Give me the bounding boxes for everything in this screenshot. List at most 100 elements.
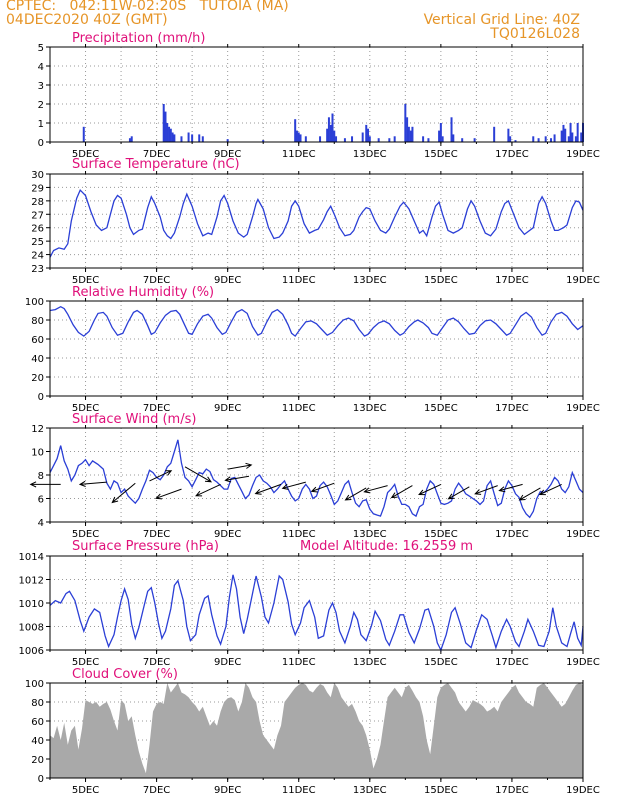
precip-bar [295, 130, 298, 142]
x-tick-label: 9DEC [214, 403, 241, 414]
precip-bar [82, 126, 85, 142]
x-tick-label: 9DEC [214, 149, 241, 160]
y-tick-label: 2 [38, 100, 44, 111]
precip-bar [164, 111, 167, 142]
pressure-annotation: Model Altitude: 16.2559 m [300, 539, 473, 554]
pressure-title: Surface Pressure (hPa) [72, 539, 219, 554]
x-tick-label: 7DEC [143, 529, 170, 540]
precip-bar [335, 136, 338, 142]
precip-bar [333, 130, 336, 142]
y-tick-label: 28 [31, 197, 44, 208]
header-datetime: 04DEC2020 40Z (GMT) [6, 12, 168, 28]
precip-bar [294, 119, 297, 142]
x-tick-label: 15DEC [424, 529, 458, 540]
precip-bar [473, 138, 476, 142]
cloud-cover-area [50, 683, 583, 778]
x-tick-label: 9DEC [214, 657, 241, 668]
header-grid-note: Vertical Grid Line: 40Z [423, 12, 580, 28]
wind-vector-arrow [78, 480, 107, 487]
y-tick-label: 26 [31, 224, 44, 235]
x-tick-label: 13DEC [353, 529, 387, 540]
precip-bar [226, 139, 229, 142]
y-tick-label: 30 [31, 170, 44, 181]
precip-bar [171, 132, 174, 142]
precip-frame [49, 46, 584, 143]
x-tick-label: 11DEC [282, 403, 316, 414]
wind-vector-arrow [155, 488, 182, 500]
x-tick-label: 11DEC [282, 657, 316, 668]
y-tick-label: 1014 [19, 552, 44, 563]
rh-panel: 0 20 40 60 80 100 5DEC 7DEC 9DEC 11DEC 13DEC 15DEC 1… [25, 285, 600, 414]
precip-bar [329, 124, 332, 142]
cloud-title: Cloud Cover (%) [72, 667, 178, 682]
precip-bar [452, 134, 455, 142]
pressure-frame [49, 555, 584, 651]
y-tick-label: 20 [31, 755, 44, 766]
x-tick-label: 19DEC [566, 529, 600, 540]
y-tick-label: 0 [38, 392, 44, 403]
precip-bar [162, 104, 165, 142]
cloud-panel: 0 20 40 60 80 100 5DEC 7DEC 9DEC 11DEC 13DEC 15DEC 1… [25, 667, 600, 796]
x-tick-label: 11DEC [282, 275, 316, 286]
rh-title: Relative Humidity (%) [72, 285, 214, 300]
precip-bar [422, 136, 425, 142]
y-tick-label: 24 [31, 251, 44, 262]
precip-bar [130, 136, 133, 142]
wind-frame [49, 427, 584, 523]
y-tick-label: 60 [31, 335, 44, 346]
x-tick-label: 17DEC [495, 529, 529, 540]
precip-bar [532, 136, 535, 142]
temp-series-line [49, 188, 584, 258]
wind-vector-arrow [474, 485, 498, 495]
x-tick-label: 11DEC [282, 149, 316, 160]
y-tick-label: 6 [38, 495, 44, 506]
y-tick-label: 1010 [19, 599, 44, 610]
cloud-frame [49, 682, 584, 779]
precip-bar [404, 104, 407, 142]
y-tick-label: 29 [31, 183, 44, 194]
x-tick-label: 13DEC [353, 785, 387, 796]
precip-bar [567, 136, 570, 142]
wind-vector-arrow [227, 462, 253, 470]
y-tick-label: 0 [38, 138, 44, 149]
precip-panel: 0 1 2 3 4 5 5DEC 7DEC 9DEC 11DEC 13DEC 15DEC 17DEC 19… [38, 31, 600, 160]
precip-bar [450, 117, 453, 142]
precip-bar [319, 136, 322, 142]
x-tick-label: 15DEC [424, 657, 458, 668]
wind-vector-arrow [149, 470, 173, 482]
x-tick-label: 15DEC [424, 785, 458, 796]
x-tick-label: 13DEC [353, 403, 387, 414]
precip-bar [166, 123, 169, 142]
wind-vector-arrow [390, 485, 413, 499]
precip-bar [537, 138, 540, 142]
y-tick-label: 3 [38, 81, 44, 92]
x-tick-label: 15DEC [424, 149, 458, 160]
wind-vector-arrow [538, 483, 562, 496]
x-tick-label: 17DEC [495, 785, 529, 796]
wind-vector-arrow [184, 466, 213, 483]
precip-bar [180, 136, 183, 142]
rh-frame [49, 300, 584, 397]
wind-vector-arrow [498, 483, 523, 493]
y-tick-label: 80 [31, 698, 44, 709]
y-tick-label: 5 [38, 43, 44, 54]
precip-bar [493, 126, 496, 142]
wind-vector-arrow [310, 482, 335, 493]
x-tick-label: 7DEC [143, 785, 170, 796]
wind-panel: 4 6 8 10 12 5DEC 7DEC 9DEC 11DEC 13DEC 15DEC 17DEC 1… [29, 412, 600, 540]
wind-vector-arrow [195, 483, 221, 497]
y-tick-label: 10 [31, 448, 44, 459]
precip-bar [439, 123, 442, 142]
wind-vector-arrow [224, 475, 250, 483]
precip-bar [361, 132, 364, 142]
precip-bar [509, 136, 512, 142]
precip-bar [327, 117, 330, 142]
x-tick-label: 13DEC [353, 657, 387, 668]
x-tick-label: 5DEC [72, 275, 99, 286]
precip-title: Precipitation (mm/h) [72, 31, 205, 46]
y-tick-label: 0 [38, 774, 44, 785]
precip-bar [365, 124, 368, 142]
precip-bar [201, 136, 204, 142]
precip-bar [571, 132, 574, 142]
precip-bar [326, 128, 329, 142]
